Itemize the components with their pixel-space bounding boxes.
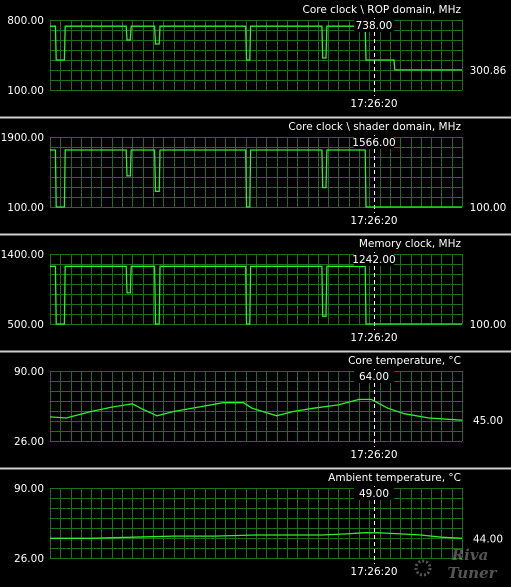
- plot-grid: [50, 488, 463, 559]
- time-label: 17:26:20: [350, 215, 397, 227]
- cursor-label-bg: [354, 370, 394, 383]
- gear-icon: [414, 559, 432, 577]
- cursor-label-bg: [354, 19, 394, 32]
- y-max-label: 1400.00: [1, 249, 44, 261]
- cursor-value-label: 1566.00: [352, 137, 395, 149]
- logo-text-line1: Riva: [451, 546, 489, 564]
- graph-title: Ambient temperature, °C: [328, 472, 461, 484]
- y-min-label: 26.00: [14, 553, 44, 565]
- graph-panel: 1900.00 100.00 Core clock \ shader domain,…: [0, 116, 511, 227]
- y-min-label: 500.00: [7, 319, 44, 331]
- plot-grid: [50, 20, 463, 91]
- cursor-label-bg: [354, 136, 394, 149]
- series-line: [50, 149, 462, 208]
- cursor-label-bg: [354, 253, 394, 266]
- plot-grid: [50, 137, 463, 208]
- current-value-label: 100.00: [470, 202, 507, 214]
- current-value-label: 44.00: [473, 533, 503, 545]
- time-label: 17:26:20: [350, 98, 397, 110]
- y-min-label: 100.00: [7, 85, 44, 97]
- plot-grid: [50, 254, 463, 325]
- y-max-label: 1900.00: [1, 132, 44, 144]
- graph-panel: 800.00 100.00 Core clock \ ROP domain, MHz…: [7, 4, 506, 110]
- graph-panel: 1400.00 500.00 Memory clock, MHz 1242.00 100…: [0, 233, 511, 344]
- cursor-value-label: 64.00: [359, 371, 389, 383]
- y-max-label: 90.00: [14, 366, 44, 378]
- time-label: 17:26:20: [350, 332, 397, 344]
- graph-title: Core clock \ shader domain, MHz: [288, 121, 461, 133]
- y-min-label: 100.00: [7, 202, 44, 214]
- series-line: [50, 532, 463, 539]
- cursor-value-label: 738.00: [356, 20, 393, 32]
- y-max-label: 90.00: [14, 483, 44, 495]
- cursor-value-label: 49.00: [359, 488, 389, 500]
- series-line: [49, 398, 463, 421]
- graph-title: Memory clock, MHz: [359, 238, 462, 250]
- series-line: [50, 265, 462, 325]
- graph-panel: 90.00 26.00 Ambient temperature, °C 49.00 44…: [0, 467, 511, 578]
- graph-title: Core temperature, °C: [348, 355, 461, 367]
- plot-grid: [50, 371, 463, 442]
- cursor-value-label: 1242.00: [352, 254, 395, 266]
- y-min-label: 26.00: [14, 436, 44, 448]
- time-label: 17:26:20: [350, 449, 397, 461]
- current-value-label: 300.86: [470, 65, 507, 77]
- y-max-label: 800.00: [7, 15, 44, 27]
- time-label: 17:26:20: [350, 566, 397, 578]
- graph-panel: 90.00 26.00 Core temperature, °C 64.00 45.00…: [0, 350, 511, 461]
- cursor-label-bg: [354, 487, 394, 500]
- logo-text-line2: Tuner: [447, 564, 497, 582]
- current-value-label: 100.00: [470, 319, 507, 331]
- graph-title: Core clock \ ROP domain, MHz: [302, 4, 461, 16]
- current-value-label: 45.00: [473, 415, 503, 427]
